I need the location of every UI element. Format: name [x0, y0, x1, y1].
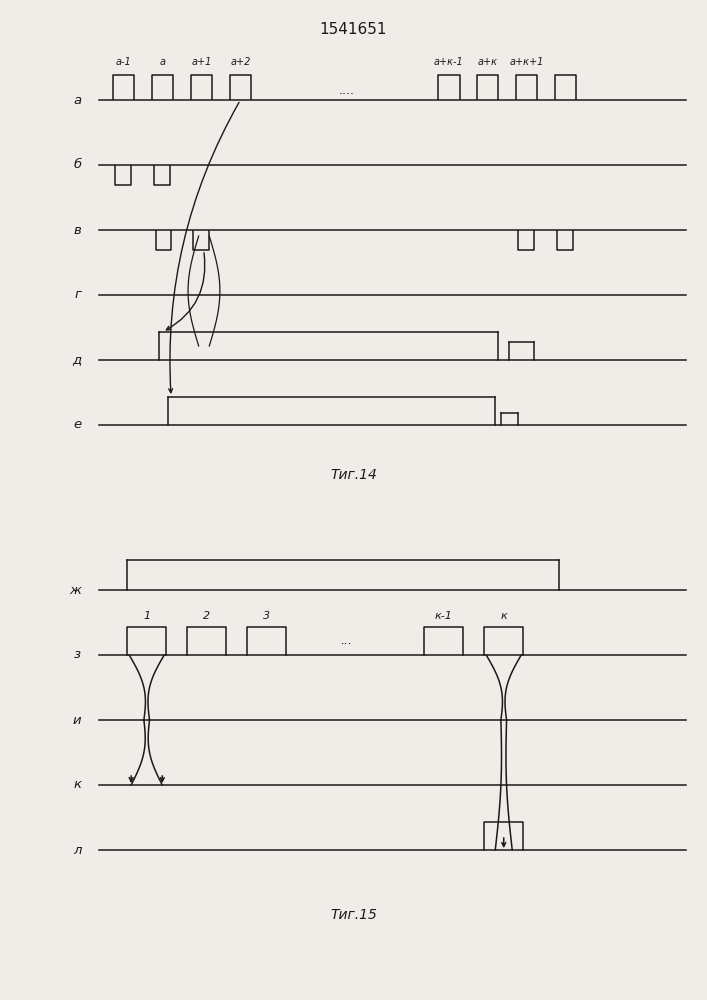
Text: а+к: а+к	[478, 57, 498, 67]
Text: г: г	[74, 288, 81, 302]
Text: б: б	[74, 158, 81, 172]
Text: Τиг.14: Τиг.14	[330, 468, 377, 482]
Text: ....: ....	[339, 84, 354, 97]
Text: 1541651: 1541651	[320, 22, 387, 37]
Text: л: л	[73, 844, 81, 856]
Text: з: з	[74, 648, 81, 662]
Text: к: к	[501, 611, 507, 621]
Text: к: к	[74, 778, 81, 792]
Text: Τиг.15: Τиг.15	[330, 908, 377, 922]
Text: а: а	[160, 57, 165, 67]
Text: а+к+1: а+к+1	[510, 57, 544, 67]
Text: к-1: к-1	[435, 611, 452, 621]
Text: ...: ...	[341, 635, 352, 648]
Text: д: д	[72, 354, 81, 366]
Text: ж: ж	[69, 584, 81, 596]
Text: а+1: а+1	[192, 57, 211, 67]
Text: 2: 2	[203, 611, 211, 621]
Text: 3: 3	[263, 611, 271, 621]
Text: а+2: а+2	[230, 57, 250, 67]
Text: в: в	[74, 224, 81, 236]
FancyArrowPatch shape	[169, 102, 239, 393]
Text: 1: 1	[143, 611, 151, 621]
Text: и: и	[73, 714, 81, 726]
Text: а+к-1: а+к-1	[434, 57, 464, 67]
Text: а: а	[74, 94, 81, 106]
Text: а-1: а-1	[116, 57, 132, 67]
FancyArrowPatch shape	[166, 253, 205, 330]
Text: е: е	[74, 418, 81, 432]
